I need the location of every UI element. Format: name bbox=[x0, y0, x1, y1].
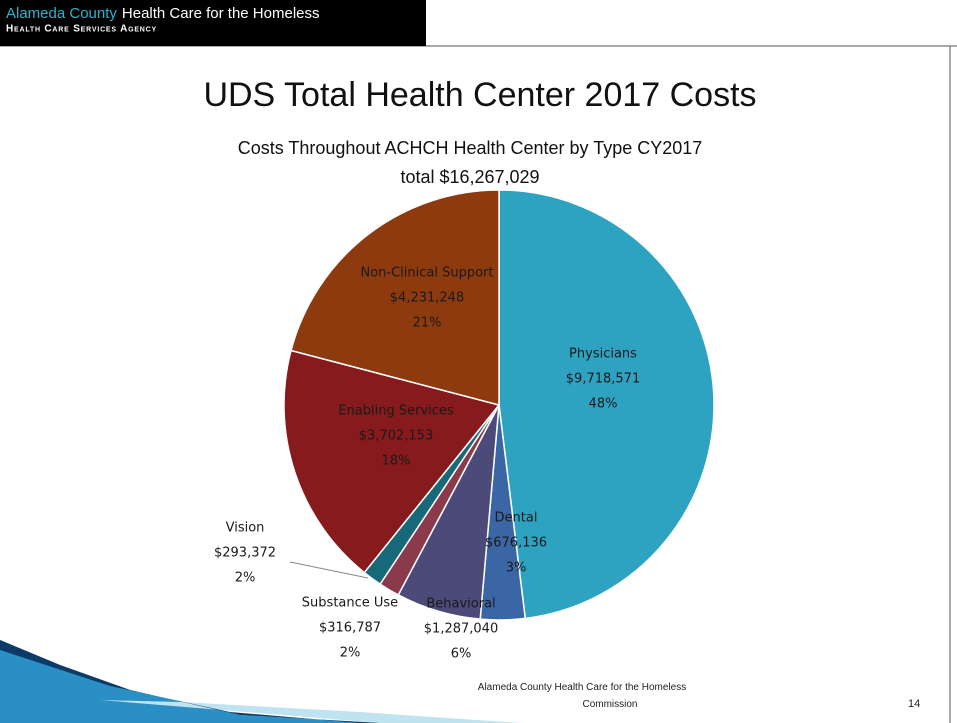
pie bbox=[283, 189, 715, 621]
swoosh-light bbox=[100, 700, 520, 723]
slice-label-value: $316,787 bbox=[319, 621, 381, 636]
org-rest: Health Care for the Homeless bbox=[122, 5, 320, 22]
header-org: Alameda County Health Care for the Homele… bbox=[6, 5, 320, 22]
swoosh-blue bbox=[0, 640, 380, 723]
pie-labels: Physicians $9,718,571 48% Dental $676,136 3% B… bbox=[214, 266, 640, 662]
chart-subtitle: total $16,267,029 bbox=[400, 167, 539, 187]
footer-line: Commission bbox=[582, 699, 637, 710]
slice-label-percent: 2% bbox=[235, 571, 256, 586]
slice-label-name: Enabling Services bbox=[338, 404, 454, 419]
slice-label-value: $9,718,571 bbox=[566, 372, 640, 387]
pie-slice bbox=[498, 189, 715, 620]
chart-title: Costs Throughout ACHCH Health Center by … bbox=[238, 138, 703, 158]
leader-line bbox=[289, 561, 369, 579]
header-agency: Health Care Services Agency bbox=[6, 24, 157, 35]
page-number: 14 bbox=[908, 698, 920, 710]
pie-slice bbox=[290, 189, 500, 406]
header-bar bbox=[0, 0, 426, 46]
org-highlight: Alameda County bbox=[6, 5, 117, 22]
slice-label-percent: 48% bbox=[589, 397, 618, 412]
slide-title: UDS Total Health Center 2017 Costs bbox=[203, 76, 756, 114]
footer-line: Alameda County Health Care for the Homel… bbox=[478, 682, 686, 693]
slice-label-value: $676,136 bbox=[485, 536, 547, 551]
slice-label-value: $4,231,248 bbox=[390, 291, 464, 306]
slice-label-value: $1,287,040 bbox=[424, 622, 498, 637]
slice-label-percent: 2% bbox=[340, 646, 361, 661]
footer-text: Alameda County Health Care for the Homel… bbox=[478, 682, 686, 710]
slice-label-name: Vision bbox=[226, 521, 265, 536]
slice-label-percent: 3% bbox=[506, 561, 527, 576]
slice-label-name: Physicians bbox=[569, 347, 637, 362]
slice-label-name: Dental bbox=[495, 511, 538, 526]
pie-slice bbox=[283, 349, 501, 574]
slice-label-name: Behavioral bbox=[426, 597, 495, 612]
slice-label-value: $3,702,153 bbox=[359, 429, 433, 444]
slice-label-percent: 18% bbox=[382, 454, 411, 469]
slice-label-name: Non-Clinical Support bbox=[360, 266, 493, 281]
slice-label-percent: 21% bbox=[413, 316, 442, 331]
slice-label-percent: 6% bbox=[451, 647, 472, 662]
slice-label-value: $293,372 bbox=[214, 546, 276, 561]
slice-label-name: Substance Use bbox=[302, 596, 398, 611]
